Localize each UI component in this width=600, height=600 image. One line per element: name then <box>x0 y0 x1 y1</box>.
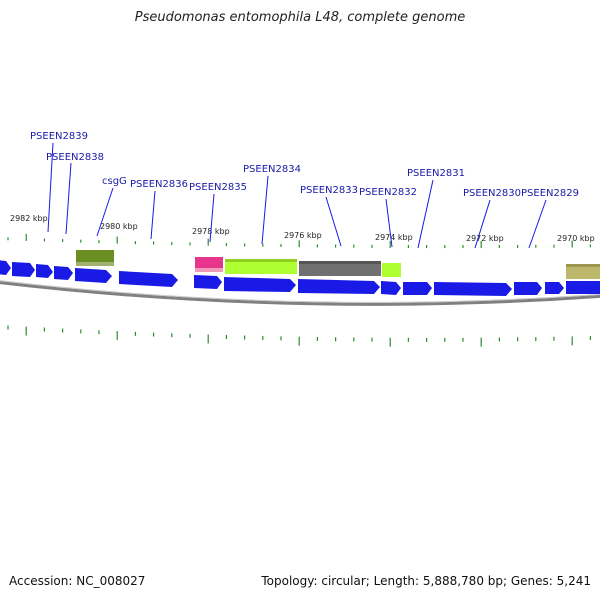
gene-arrow[interactable] <box>12 262 35 277</box>
gene-arrow[interactable] <box>224 277 296 292</box>
tick-label: 2982 kbp <box>10 214 48 223</box>
genome-backbone <box>0 281 600 306</box>
gene-label-pseen2829[interactable]: PSEEN2829 <box>521 188 579 199</box>
map-title: Pseudomonas entomophila L48, complete ge… <box>134 10 466 25</box>
gene-label-pseen2833[interactable]: PSEEN2833 <box>300 185 358 196</box>
leader-line <box>325 196 342 247</box>
tick-label: 2976 kbp <box>284 231 322 240</box>
gene-label-pseen2832[interactable]: PSEEN2832 <box>359 187 417 198</box>
leader-line <box>474 199 491 249</box>
gene-label-pseen2836[interactable]: PSEEN2836 <box>130 179 188 190</box>
tick-label: 2980 kbp <box>100 222 138 231</box>
feature-pseen2834[interactable] <box>225 259 297 274</box>
genome-backbone-highlight <box>0 280 600 303</box>
feature-pseen2834-top <box>225 259 297 262</box>
gene-label-pseen2839[interactable]: PSEEN2839 <box>30 131 88 142</box>
leader-line <box>150 190 156 240</box>
gene-arrows <box>0 260 600 296</box>
feature-pseen2832[interactable] <box>382 263 401 277</box>
feature-track-upper <box>76 250 600 279</box>
tick-label: 2970 kbp <box>557 234 595 243</box>
feature-pseen2835-shadow <box>195 268 223 272</box>
tick-label: 2974 kbp <box>375 233 413 242</box>
gene-arrow[interactable] <box>381 281 401 295</box>
gene-arrow[interactable] <box>119 271 178 287</box>
leader-line <box>528 199 547 249</box>
genome-summary-text: Topology: circular; Length: 5,888,780 bp… <box>261 574 591 588</box>
gene-label-csgg[interactable]: csgG <box>102 176 127 187</box>
gene-label-pseen2835[interactable]: PSEEN2835 <box>189 182 247 193</box>
leader-line <box>209 193 215 243</box>
gene-arrow[interactable] <box>298 279 380 294</box>
feature-pseen2833[interactable] <box>299 261 381 276</box>
feature-csgg-shadow <box>76 262 114 266</box>
gene-arrow[interactable] <box>434 282 512 296</box>
tick-labels: 2982 kbp 2980 kbp 2978 kbp 2976 kbp 2974… <box>10 214 595 243</box>
gene-arrow[interactable] <box>566 281 600 294</box>
gene-labels: PSEEN2839 PSEEN2838 csgG PSEEN2836 PSEEN… <box>30 131 579 249</box>
leader-line <box>417 179 434 249</box>
gene-arrow[interactable] <box>75 268 112 283</box>
gene-label-pseen2834[interactable]: PSEEN2834 <box>243 164 301 175</box>
leader-line <box>65 162 72 235</box>
gene-arrow[interactable] <box>194 275 222 289</box>
gene-label-pseen2838[interactable]: PSEEN2838 <box>46 152 104 163</box>
tick-label: 2972 kbp <box>466 234 504 243</box>
gene-arrow[interactable] <box>54 266 73 280</box>
leader-line <box>261 175 269 245</box>
gene-arrow[interactable] <box>514 282 542 295</box>
gene-label-pseen2830[interactable]: PSEEN2830 <box>463 188 521 199</box>
gene-label-pseen2831[interactable]: PSEEN2831 <box>407 168 465 179</box>
leader-line <box>96 187 114 237</box>
feature-khaki-right[interactable] <box>566 264 600 279</box>
accession-text: Accession: NC_008027 <box>9 574 146 588</box>
tick-marks <box>7 233 592 347</box>
gene-arrow[interactable] <box>36 264 53 278</box>
feature-pseen2833-top <box>299 261 381 264</box>
leader-line <box>385 198 393 248</box>
gene-arrow[interactable] <box>0 260 11 275</box>
leader-line <box>47 142 54 233</box>
gene-arrow[interactable] <box>403 282 432 295</box>
gene-arrow[interactable] <box>545 282 564 294</box>
feature-khaki-right-top <box>566 264 600 267</box>
